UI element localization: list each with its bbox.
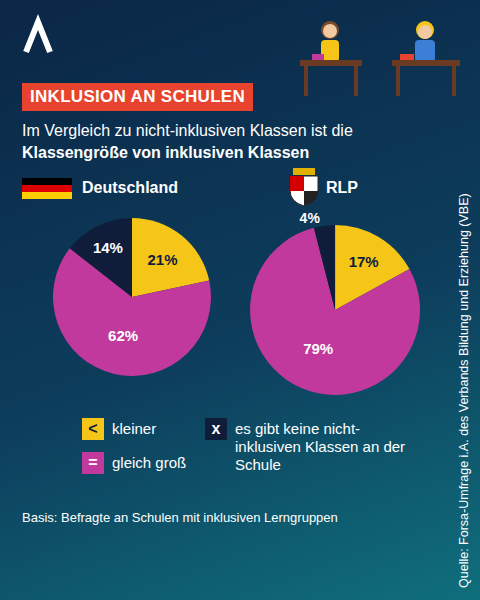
- html-text:Im Vergleich zu nicht-inklusiv: Im Vergleich zu nicht-inklusiven Klassen…: [22, 122, 353, 139]
- svg-text:4%: 4%: [300, 210, 321, 226]
- html-text:kleiner: kleiner: [112, 420, 157, 437]
- html-text:Klassengröße von inklusiven Kl: Klassengröße von inklusiven Klassen: [22, 144, 310, 161]
- html-text:Basis: Befragte an Schulen mit: Basis: Befragte an Schulen mit inklusive…: [22, 510, 338, 525]
- html-text:Deutschland: Deutschland: [82, 179, 178, 196]
- html-text:gleich groß: gleich groß: [112, 454, 187, 471]
- svg-text:62%: 62%: [108, 327, 138, 344]
- html-text:RLP: RLP: [326, 179, 358, 196]
- html-text:es gibt keine nicht-inklusiven: es gibt keine nicht-inklusiven Klassen a…: [235, 420, 406, 473]
- svg-text:21%: 21%: [147, 251, 177, 268]
- svg-text:14%: 14%: [93, 239, 123, 256]
- svg-text:79%: 79%: [303, 340, 333, 357]
- svg-text:17%: 17%: [349, 253, 379, 270]
- svg-text:Quelle: Forsa-Umfrage i.A. des: Quelle: Forsa-Umfrage i.A. des Verbands …: [457, 193, 471, 588]
- html-text:x: x: [211, 420, 221, 437]
- html-text:INKLUSION AN SCHULEN: INKLUSION AN SCHULEN: [30, 87, 245, 106]
